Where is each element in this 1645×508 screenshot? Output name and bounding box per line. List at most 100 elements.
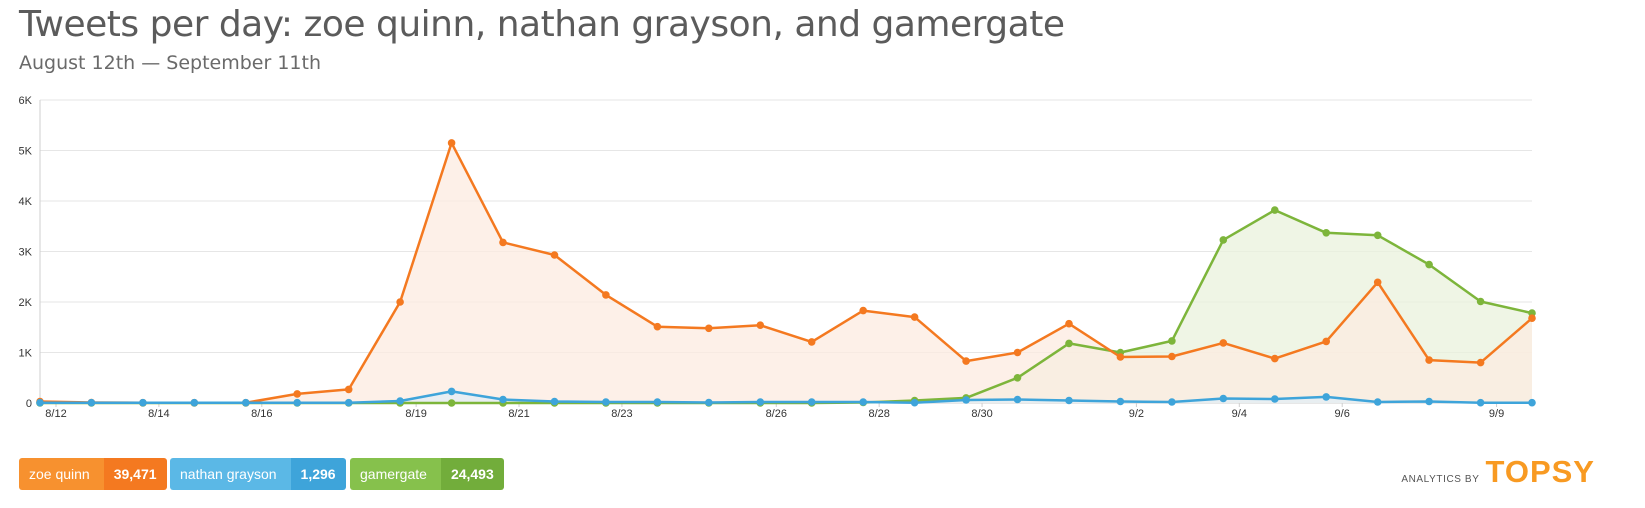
x-tick-label: 9/4 bbox=[1232, 408, 1247, 420]
chart-subtitle: August 12th — September 11th bbox=[19, 52, 322, 74]
x-tick-label: 8/26 bbox=[766, 408, 787, 420]
legend-label: gamergate bbox=[350, 458, 441, 490]
data-point bbox=[396, 298, 404, 306]
data-point bbox=[499, 238, 507, 247]
data-point bbox=[36, 398, 44, 407]
series-area-0 bbox=[40, 142, 1532, 403]
data-point bbox=[1168, 398, 1176, 406]
y-tick-label: 1K bbox=[19, 348, 33, 360]
legend-total: 1,296 bbox=[290, 458, 346, 490]
series-area-2 bbox=[40, 210, 1532, 403]
data-point bbox=[1373, 398, 1382, 406]
data-point bbox=[859, 306, 867, 315]
data-point bbox=[447, 387, 456, 396]
data-point bbox=[1425, 356, 1433, 364]
x-tick-label: 8/14 bbox=[148, 408, 169, 420]
series-line-1 bbox=[40, 390, 1532, 404]
data-point bbox=[242, 398, 250, 407]
legend-total: 39,471 bbox=[103, 458, 167, 490]
data-point bbox=[1271, 395, 1279, 403]
line-chart: 0 1K 2K 3K 4K 5K 6K 8/12 8/14 8/16 8/19 8/21 8/23 8/2… bbox=[19, 95, 1536, 420]
series-line-0 bbox=[39, 141, 1533, 404]
data-point bbox=[1065, 339, 1073, 348]
data-point bbox=[190, 398, 199, 407]
data-point bbox=[756, 398, 765, 406]
x-tick-label: 8/23 bbox=[611, 408, 632, 420]
legend-total: 24,493 bbox=[440, 458, 504, 490]
chart-title: Tweets per day: zoe quinn, nathan grayso… bbox=[19, 4, 1065, 45]
data-point bbox=[344, 398, 353, 407]
data-point bbox=[807, 338, 816, 346]
x-tick-label: 8/16 bbox=[251, 408, 272, 420]
data-point bbox=[705, 398, 713, 407]
data-point bbox=[807, 398, 816, 406]
data-point bbox=[1065, 396, 1073, 405]
data-point bbox=[859, 398, 867, 406]
x-tick-label: 9/6 bbox=[1335, 408, 1350, 420]
data-point bbox=[1425, 397, 1433, 406]
data-point bbox=[653, 322, 662, 331]
legend-item-gamergate[interactable]: gamergate 24,493 bbox=[350, 458, 504, 490]
data-point bbox=[550, 397, 559, 406]
data-point bbox=[1065, 319, 1073, 328]
data-point bbox=[139, 398, 147, 407]
x-tick-label: 8/30 bbox=[971, 408, 992, 420]
data-point bbox=[293, 390, 302, 398]
data-point bbox=[1528, 314, 1536, 323]
data-point bbox=[1322, 393, 1330, 401]
data-point bbox=[1528, 398, 1536, 407]
analytics-by-label: ANALYTICS BY bbox=[1401, 474, 1480, 485]
data-point bbox=[1476, 398, 1485, 407]
data-point bbox=[550, 251, 559, 259]
data-point bbox=[962, 396, 970, 404]
data-point bbox=[910, 313, 919, 321]
x-tick-label: 8/19 bbox=[405, 408, 426, 420]
x-tick-label: 8/28 bbox=[868, 408, 889, 420]
data-point bbox=[1219, 236, 1228, 244]
data-point bbox=[1013, 374, 1022, 382]
data-point bbox=[1013, 395, 1022, 404]
data-point bbox=[1373, 278, 1382, 287]
y-tick-label: 4K bbox=[19, 196, 33, 208]
data-point bbox=[447, 139, 456, 147]
data-point bbox=[447, 399, 456, 407]
x-tick-label: 9/2 bbox=[1129, 408, 1144, 420]
data-point bbox=[1116, 353, 1125, 361]
data-point bbox=[1168, 337, 1176, 345]
data-point bbox=[602, 398, 610, 406]
topsy-wordmark: TOPSY bbox=[1485, 454, 1595, 489]
data-point bbox=[1271, 354, 1279, 363]
data-point bbox=[1373, 231, 1382, 240]
legend-label: zoe quinn bbox=[19, 458, 104, 490]
data-point bbox=[705, 324, 713, 333]
data-point bbox=[396, 397, 404, 405]
series-area-1 bbox=[40, 391, 1532, 403]
data-point bbox=[1476, 297, 1485, 306]
legend-item-zoe-quinn[interactable]: zoe quinn 39,471 bbox=[19, 458, 167, 490]
data-point bbox=[1476, 358, 1485, 367]
data-point bbox=[1322, 337, 1330, 346]
y-tick-label: 0 bbox=[26, 398, 32, 410]
legend-label: nathan grayson bbox=[170, 458, 291, 490]
data-point bbox=[962, 357, 970, 365]
data-point bbox=[1116, 397, 1125, 406]
data-point bbox=[499, 395, 507, 404]
data-point bbox=[1219, 339, 1228, 347]
data-point bbox=[910, 398, 919, 407]
data-point bbox=[1013, 348, 1022, 357]
data-point bbox=[653, 398, 662, 406]
y-tick-label: 6K bbox=[19, 95, 33, 107]
data-point bbox=[1219, 394, 1228, 403]
legend-item-nathan-grayson[interactable]: nathan grayson 1,296 bbox=[170, 458, 346, 490]
data-point bbox=[1271, 206, 1279, 214]
data-point bbox=[87, 398, 96, 407]
x-tick-label: 8/21 bbox=[508, 408, 529, 420]
topsy-logo: ANALYTICS BY TOPSY bbox=[1401, 454, 1595, 490]
data-point bbox=[293, 398, 302, 407]
x-tick-label: 9/9 bbox=[1489, 408, 1504, 420]
data-point bbox=[1425, 260, 1433, 269]
data-point bbox=[756, 321, 765, 330]
y-tick-label: 2K bbox=[19, 297, 33, 309]
x-tick-label: 8/12 bbox=[45, 408, 66, 420]
y-tick-label: 3K bbox=[19, 247, 33, 259]
